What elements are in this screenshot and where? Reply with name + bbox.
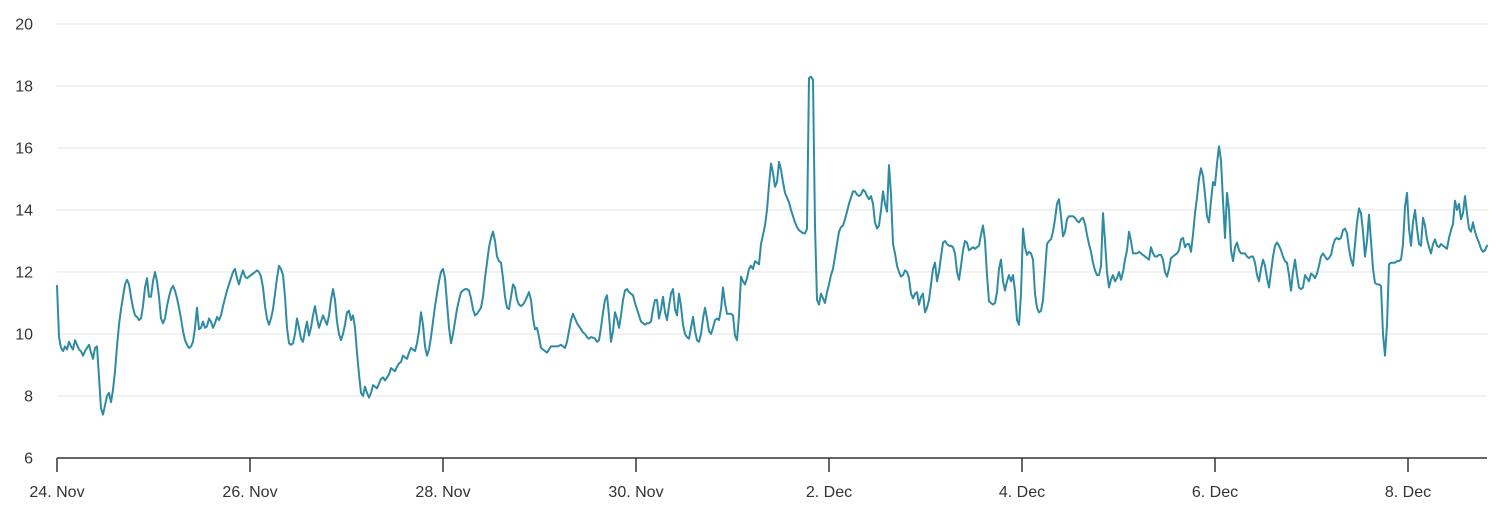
series-line[interactable] bbox=[56, 75, 1488, 416]
y-axis-label: 16 bbox=[15, 141, 33, 158]
x-axis-label: 8. Dec bbox=[1385, 484, 1431, 501]
x-axis-labels: 24. Nov 26. Nov 28. Nov 30. Nov 2. Dec 4. Dec… bbox=[29, 484, 1431, 501]
x-axis-label: 30. Nov bbox=[608, 484, 663, 501]
x-axis-label: 4. Dec bbox=[999, 484, 1045, 501]
y-axis-label: 12 bbox=[15, 265, 33, 282]
y-axis-label: 10 bbox=[15, 327, 33, 344]
y-axis-label: 8 bbox=[24, 389, 33, 406]
x-axis bbox=[56, 457, 1487, 472]
x-axis-label: 24. Nov bbox=[29, 484, 84, 501]
x-axis-label: 6. Dec bbox=[1192, 484, 1238, 501]
x-axis-label: 26. Nov bbox=[222, 484, 277, 501]
y-axis-label: 20 bbox=[15, 17, 33, 34]
gridlines bbox=[57, 23, 1487, 397]
x-axis-label: 28. Nov bbox=[415, 484, 470, 501]
y-axis-label: 14 bbox=[15, 203, 33, 220]
x-axis-label: 2. Dec bbox=[806, 484, 852, 501]
y-axis-label: 18 bbox=[15, 79, 33, 96]
y-axis-label: 6 bbox=[24, 451, 33, 468]
y-axis-labels: 20 18 16 14 12 10 8 6 bbox=[15, 17, 33, 468]
